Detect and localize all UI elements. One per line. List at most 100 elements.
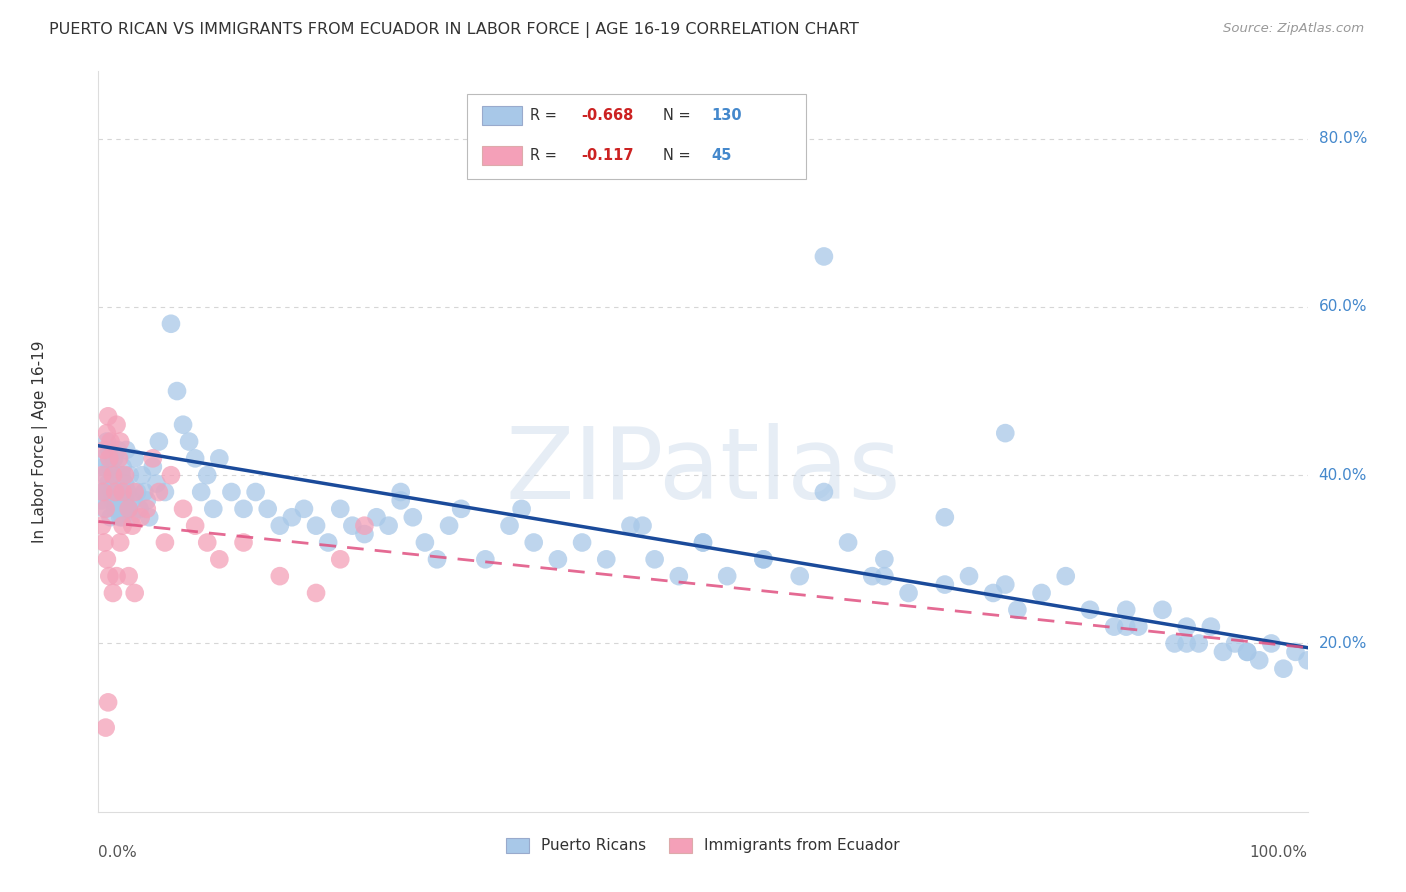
Puerto Ricans [994, 577, 1017, 591]
Puerto Ricans [108, 501, 131, 516]
Immigrants from Ecuador [111, 485, 134, 500]
Text: 80.0%: 80.0% [1319, 131, 1367, 146]
Puerto Ricans [166, 384, 188, 398]
Immigrants from Ecuador [91, 485, 114, 500]
Text: 20.0%: 20.0% [1319, 636, 1367, 651]
Puerto Ricans [1223, 636, 1246, 650]
Puerto Ricans [389, 493, 412, 508]
Text: ZIPatlas: ZIPatlas [505, 423, 901, 520]
Puerto Ricans [100, 459, 122, 474]
Immigrants from Ecuador [142, 451, 165, 466]
Immigrants from Ecuador [135, 501, 157, 516]
Puerto Ricans [1175, 636, 1198, 650]
Puerto Ricans [860, 569, 883, 583]
Immigrants from Ecuador [108, 451, 131, 466]
Puerto Ricans [1175, 619, 1198, 633]
Puerto Ricans [98, 442, 121, 457]
Text: N =: N = [664, 148, 696, 163]
Puerto Ricans [160, 317, 183, 331]
Puerto Ricans [1236, 645, 1258, 659]
Puerto Ricans [97, 476, 120, 491]
Legend: Puerto Ricans, Immigrants from Ecuador: Puerto Ricans, Immigrants from Ecuador [501, 832, 905, 860]
Immigrants from Ecuador [100, 434, 122, 449]
Puerto Ricans [957, 569, 980, 583]
Puerto Ricans [221, 485, 243, 500]
Puerto Ricans [813, 485, 835, 500]
Puerto Ricans [510, 501, 533, 516]
Text: PUERTO RICAN VS IMMIGRANTS FROM ECUADOR IN LABOR FORCE | AGE 16-19 CORRELATION C: PUERTO RICAN VS IMMIGRANTS FROM ECUADOR … [49, 22, 859, 38]
Puerto Ricans [571, 535, 593, 549]
Immigrants from Ecuador [96, 426, 118, 441]
Puerto Ricans [1115, 619, 1137, 633]
Immigrants from Ecuador [91, 468, 114, 483]
Text: R =: R = [530, 148, 561, 163]
Immigrants from Ecuador [118, 501, 141, 516]
Puerto Ricans [93, 459, 115, 474]
Puerto Ricans [523, 535, 546, 549]
Puerto Ricans [752, 552, 775, 566]
Puerto Ricans [100, 485, 122, 500]
Puerto Ricans [377, 518, 399, 533]
Puerto Ricans [145, 476, 167, 491]
Puerto Ricans [329, 501, 352, 516]
Puerto Ricans [184, 451, 207, 466]
Puerto Ricans [716, 569, 738, 583]
Puerto Ricans [389, 485, 412, 500]
Puerto Ricans [269, 518, 291, 533]
Puerto Ricans [120, 510, 142, 524]
Puerto Ricans [934, 577, 956, 591]
Puerto Ricans [118, 501, 141, 516]
Text: -0.117: -0.117 [581, 148, 633, 163]
Text: R =: R = [530, 108, 561, 123]
Puerto Ricans [142, 459, 165, 474]
Puerto Ricans [450, 501, 472, 516]
Puerto Ricans [131, 468, 153, 483]
Puerto Ricans [138, 510, 160, 524]
Puerto Ricans [115, 442, 138, 457]
FancyBboxPatch shape [482, 146, 522, 165]
Puerto Ricans [619, 518, 641, 533]
Puerto Ricans [692, 535, 714, 549]
Immigrants from Ecuador [111, 518, 134, 533]
Puerto Ricans [202, 501, 225, 516]
Immigrants from Ecuador [98, 451, 121, 466]
Puerto Ricans [101, 468, 124, 483]
Puerto Ricans [1296, 653, 1319, 667]
Puerto Ricans [91, 451, 114, 466]
Text: In Labor Force | Age 16-19: In Labor Force | Age 16-19 [32, 340, 48, 543]
Puerto Ricans [108, 485, 131, 500]
Immigrants from Ecuador [96, 552, 118, 566]
Puerto Ricans [127, 485, 149, 500]
Puerto Ricans [1152, 603, 1174, 617]
Puerto Ricans [100, 510, 122, 524]
Puerto Ricans [873, 569, 896, 583]
Puerto Ricans [994, 426, 1017, 441]
Puerto Ricans [631, 518, 654, 533]
Puerto Ricans [342, 518, 364, 533]
Puerto Ricans [402, 510, 425, 524]
Text: Source: ZipAtlas.com: Source: ZipAtlas.com [1223, 22, 1364, 36]
Puerto Ricans [105, 493, 128, 508]
Puerto Ricans [595, 552, 617, 566]
Puerto Ricans [1007, 603, 1029, 617]
Immigrants from Ecuador [101, 468, 124, 483]
Puerto Ricans [107, 442, 129, 457]
Puerto Ricans [172, 417, 194, 432]
Puerto Ricans [93, 501, 115, 516]
Puerto Ricans [437, 518, 460, 533]
Text: 100.0%: 100.0% [1250, 845, 1308, 860]
Puerto Ricans [103, 451, 125, 466]
Puerto Ricans [692, 535, 714, 549]
Puerto Ricans [981, 586, 1004, 600]
Puerto Ricans [837, 535, 859, 549]
Puerto Ricans [1236, 645, 1258, 659]
Text: N =: N = [664, 108, 696, 123]
Puerto Ricans [111, 459, 134, 474]
Puerto Ricans [316, 535, 339, 549]
Immigrants from Ecuador [93, 535, 115, 549]
Puerto Ricans [108, 510, 131, 524]
FancyBboxPatch shape [482, 106, 522, 126]
Puerto Ricans [118, 468, 141, 483]
Immigrants from Ecuador [195, 535, 218, 549]
Immigrants from Ecuador [94, 721, 117, 735]
